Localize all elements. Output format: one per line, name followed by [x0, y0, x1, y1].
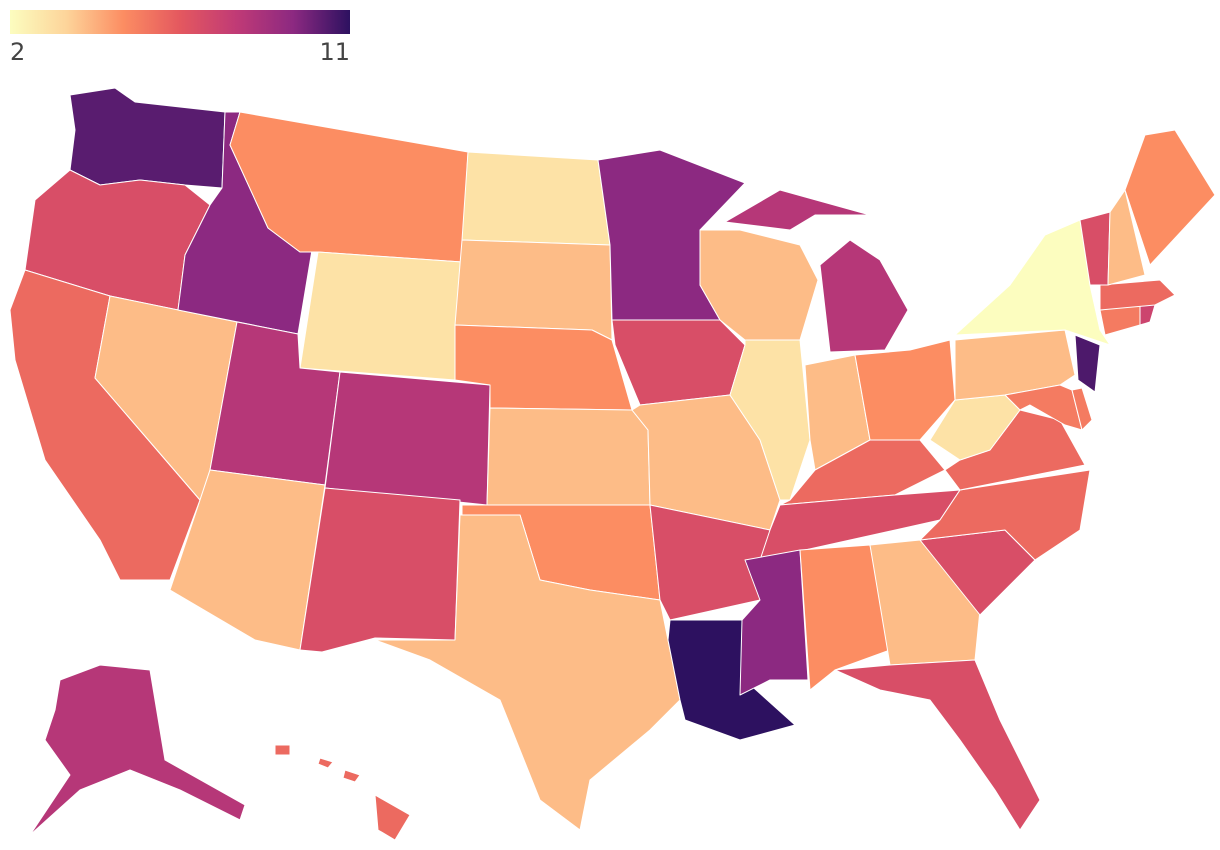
- region: [486, 407, 651, 506]
- region: [1074, 334, 1101, 393]
- region: [1107, 189, 1146, 286]
- region: [324, 371, 491, 506]
- region: [739, 549, 809, 696]
- region: [1099, 279, 1176, 311]
- colorbar-tick-label: 2: [10, 38, 25, 66]
- region: [299, 251, 463, 381]
- region: [699, 229, 819, 341]
- region: [724, 189, 909, 353]
- region: [1071, 387, 1093, 431]
- region: [454, 239, 613, 341]
- region: [649, 504, 771, 621]
- region: [799, 544, 891, 691]
- region: [1139, 304, 1156, 326]
- region: [869, 539, 981, 666]
- region: [461, 151, 611, 246]
- region: [299, 487, 461, 653]
- region: [374, 514, 681, 831]
- region: [274, 744, 411, 841]
- region: [729, 339, 811, 501]
- colorbar-tick-label: 11: [319, 38, 350, 66]
- region: [29, 664, 246, 836]
- region: [69, 87, 226, 189]
- colorbar: [10, 10, 350, 34]
- region: [1124, 129, 1216, 266]
- region: [1004, 384, 1083, 431]
- region: [834, 659, 1041, 831]
- region: [611, 319, 746, 406]
- region: [919, 469, 1091, 561]
